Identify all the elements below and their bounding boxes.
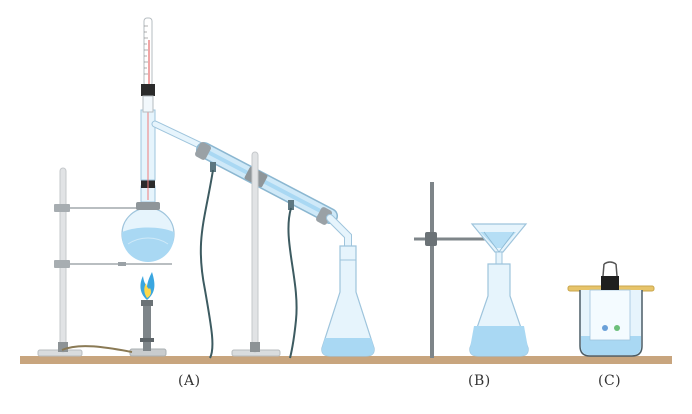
chromatography-setup [567, 261, 655, 357]
adapter [326, 214, 352, 254]
distillation-setup [37, 17, 375, 359]
label-a: (A) [178, 373, 201, 389]
bunsen-burner [61, 272, 167, 357]
filtration-setup [414, 182, 529, 358]
condenser-stand [231, 151, 281, 357]
paper-strip [589, 289, 631, 341]
bench [20, 356, 672, 364]
filter-funnel [470, 223, 528, 271]
label-c: (C) [598, 373, 622, 389]
round-bottom-flask [121, 178, 175, 262]
filtrate-flask [469, 263, 529, 357]
label-b: (B) [468, 373, 491, 389]
left-ring-stand [37, 167, 172, 357]
binder-clip [601, 261, 619, 290]
filter-stand-rod [430, 182, 434, 358]
thermometer [141, 17, 155, 113]
receiving-flask [321, 245, 375, 357]
liebig-condenser [195, 142, 338, 225]
condenser-hose-out [287, 207, 298, 359]
condenser-hose-in [199, 169, 214, 359]
